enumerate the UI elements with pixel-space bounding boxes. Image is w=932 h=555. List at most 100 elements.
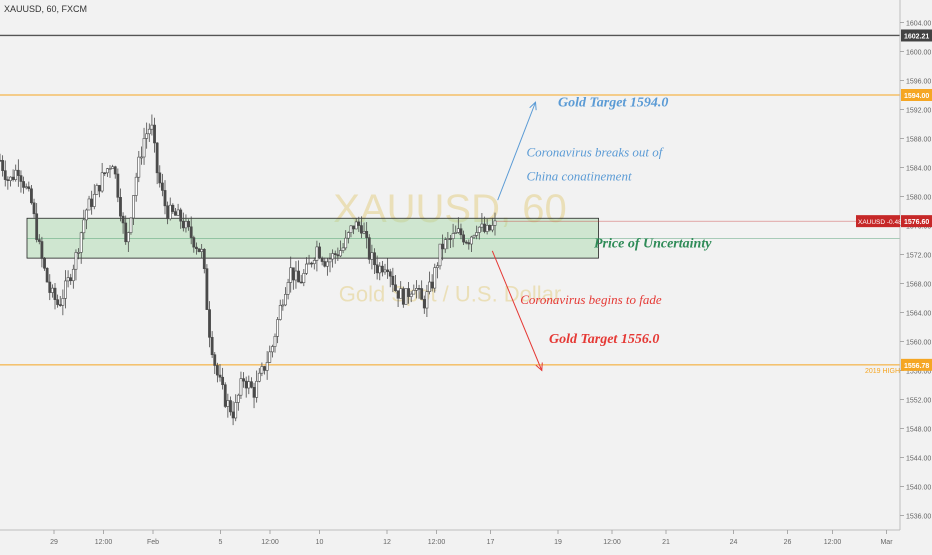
- price-tick-label: 1604.00: [906, 21, 931, 28]
- candle-body: [205, 268, 209, 310]
- candle-body: [420, 288, 424, 300]
- candle-body: [90, 198, 94, 207]
- annotation-price-uncertainty: Price of Uncertainty: [594, 236, 712, 251]
- candle-body: [181, 220, 185, 229]
- candle-body: [417, 288, 421, 290]
- candle-body: [16, 169, 20, 176]
- price-tick-label: 1548.00: [906, 427, 931, 434]
- time-tick-label: 26: [784, 539, 792, 546]
- candle-body: [493, 220, 497, 226]
- candle-body: [459, 228, 463, 236]
- candle-body: [126, 232, 130, 243]
- price-tick-label: 1588.00: [906, 137, 931, 144]
- price-tag-last: 1576.60: [904, 219, 929, 226]
- candle-body: [124, 222, 128, 243]
- plot-area: [0, 0, 900, 530]
- candle-body: [323, 261, 327, 267]
- candle-body: [71, 268, 75, 282]
- candle-body: [483, 223, 486, 232]
- candle-body: [140, 156, 143, 159]
- candle-body: [386, 269, 390, 272]
- candle-body: [331, 253, 335, 260]
- candle-body: [307, 262, 311, 265]
- candle-body: [234, 402, 238, 419]
- price-tick-label: 1572.00: [906, 253, 931, 260]
- candle-body: [163, 190, 167, 207]
- time-tick-label: 24: [730, 539, 738, 546]
- candle-body: [155, 142, 159, 174]
- candle-body: [82, 219, 86, 234]
- candle-body: [250, 381, 253, 388]
- candle-body: [195, 246, 198, 249]
- price-tick-label: 1544.00: [906, 456, 931, 463]
- time-tick-label: 12:00: [428, 539, 446, 546]
- candle-body: [289, 267, 293, 283]
- candle-body: [315, 246, 319, 261]
- candle-body: [92, 193, 96, 207]
- candle-body: [179, 209, 183, 222]
- candle-body: [409, 293, 413, 297]
- candle-body: [56, 299, 60, 305]
- candle-body: [37, 239, 41, 242]
- candle-body: [58, 304, 62, 306]
- candle-body: [184, 221, 188, 229]
- candle-body: [438, 243, 442, 267]
- candle-body: [1, 160, 5, 171]
- candle-body: [236, 394, 240, 403]
- candle-body: [297, 270, 300, 283]
- candle-body: [150, 124, 154, 130]
- candle-body: [11, 176, 15, 180]
- candle-body: [113, 166, 117, 175]
- price-tick-label: 1580.00: [906, 195, 931, 202]
- time-tick-label: 12: [383, 539, 391, 546]
- candle-body: [443, 239, 447, 250]
- candle-body: [365, 231, 369, 238]
- candle-body: [485, 224, 489, 232]
- candle-body: [208, 309, 211, 338]
- candle-body: [103, 172, 107, 175]
- candle-body: [273, 336, 277, 347]
- candle-body: [357, 221, 361, 226]
- candle-body: [61, 298, 65, 306]
- candle-body: [66, 277, 70, 282]
- candle-body: [396, 290, 400, 299]
- time-tick-label: 12:00: [603, 539, 621, 546]
- candle-body: [291, 267, 295, 281]
- candle-body: [145, 133, 149, 139]
- last-symbol-tag-bg: [856, 215, 900, 228]
- candle-body: [50, 287, 54, 293]
- price-tick-label: 1564.00: [906, 311, 931, 318]
- candle-body: [189, 226, 193, 238]
- candle-body: [9, 176, 12, 181]
- candle-body: [260, 366, 264, 374]
- price-tick-label: 1592.00: [906, 108, 931, 115]
- candle-body: [401, 288, 405, 305]
- candle-body: [428, 281, 431, 292]
- candle-body: [456, 228, 460, 233]
- time-tick-label: Mar: [880, 539, 893, 546]
- candle-body: [299, 281, 303, 284]
- candle-body: [339, 250, 342, 257]
- candle-body: [422, 299, 426, 309]
- candle-body: [394, 284, 397, 292]
- candle-body: [467, 242, 471, 245]
- candle-body: [32, 202, 36, 215]
- candle-body: [399, 288, 403, 299]
- candle-body: [360, 225, 363, 234]
- candle-body: [328, 258, 332, 263]
- price-tick-label: 1556.00: [906, 369, 931, 376]
- candle-body: [475, 232, 479, 236]
- time-tick-label: 10: [316, 539, 324, 546]
- uncertainty-zone[interactable]: [26, 217, 599, 259]
- candle-body: [354, 221, 358, 230]
- candle-body: [35, 213, 39, 240]
- annotation-begins-fade: Coronavirus begins to fade: [520, 292, 662, 307]
- candle-body: [137, 156, 141, 178]
- candle-body: [3, 170, 7, 180]
- candle-body: [341, 247, 345, 251]
- candle-body: [160, 182, 164, 191]
- candle-body: [252, 387, 256, 398]
- candle-body: [30, 188, 33, 204]
